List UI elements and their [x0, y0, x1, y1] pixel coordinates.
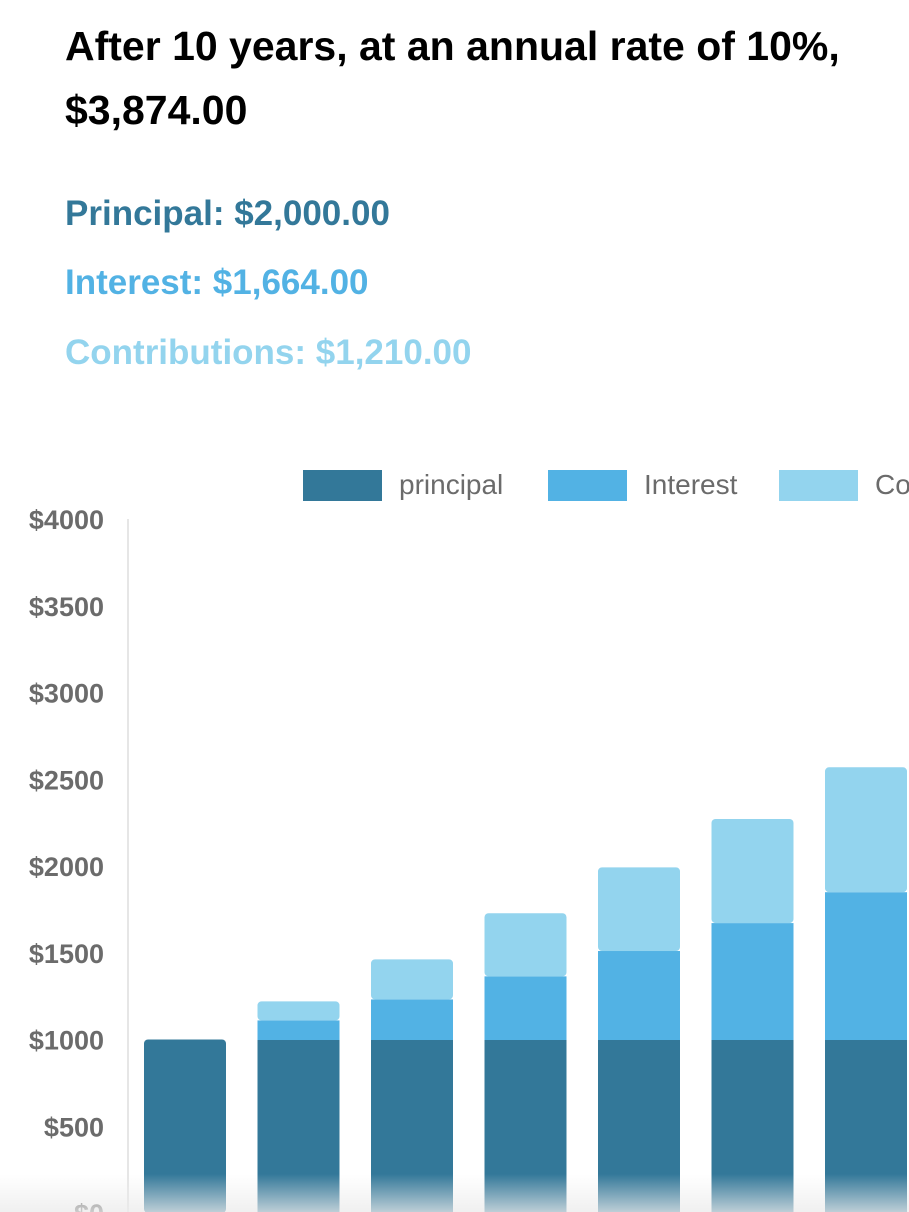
headline-total-amount: $3,874.00	[65, 87, 248, 133]
bar-segment-principal	[257, 1039, 340, 1212]
bar-segment-principal	[598, 1039, 680, 1212]
bar-segment-principal	[825, 1039, 907, 1212]
summary-headline: After 10 years, at an annual rate of 10%…	[65, 14, 840, 142]
headline-rate-text: After 10 years, at an annual rate of 10%…	[65, 23, 840, 69]
contributions-total: Contributions: $1,210.00	[65, 333, 472, 372]
bar-segment-co	[371, 959, 453, 1000]
bar-segment-co	[257, 1001, 340, 1021]
y-tick-label: $0	[74, 1199, 104, 1212]
bar-segment-interest	[484, 976, 567, 1040]
y-tick-label: $1000	[29, 1026, 104, 1056]
legend-swatch-principal	[303, 470, 382, 501]
legend-swatch-interest	[548, 470, 627, 501]
growth-chart: $0 $500 $1000 $1500 $2000 $2500 $3000 $3500 $400…	[0, 455, 909, 1212]
bar-segment-principal	[144, 1039, 226, 1212]
y-tick-label: $3000	[29, 679, 104, 709]
chart-canvas: $0 $500 $1000 $1500 $2000 $2500 $3000 $3500 $400…	[29, 469, 909, 1212]
bar-segment-interest	[371, 999, 453, 1040]
principal-total: Principal: $2,000.00	[65, 194, 390, 233]
bar-segment-interest	[711, 923, 794, 1040]
legend-label-co: Co	[875, 469, 909, 500]
bar-segment-co	[598, 867, 680, 952]
bar-segment-interest	[257, 1020, 340, 1040]
bar-segment-interest	[598, 951, 680, 1040]
y-tick-label: $2500	[29, 765, 104, 795]
legend-label-interest: Interest	[644, 469, 738, 500]
legend-label-principal: principal	[399, 469, 503, 500]
bar-segment-principal	[484, 1039, 567, 1212]
y-tick-label: $2000	[29, 852, 104, 882]
y-tick-label: $4000	[29, 505, 104, 535]
bar-segment-interest	[825, 892, 907, 1040]
bar-segment-co	[825, 767, 907, 893]
y-tick-label: $3500	[29, 592, 104, 622]
bar-segment-co	[711, 818, 794, 924]
interest-total: Interest: $1,664.00	[65, 263, 369, 302]
bar-segment-principal	[371, 1039, 453, 1212]
y-tick-label: $1500	[29, 939, 104, 969]
bar-segment-principal	[711, 1039, 794, 1212]
y-tick-label: $500	[44, 1112, 104, 1142]
legend-swatch-co	[779, 470, 858, 501]
bar-segment-co	[484, 913, 567, 977]
